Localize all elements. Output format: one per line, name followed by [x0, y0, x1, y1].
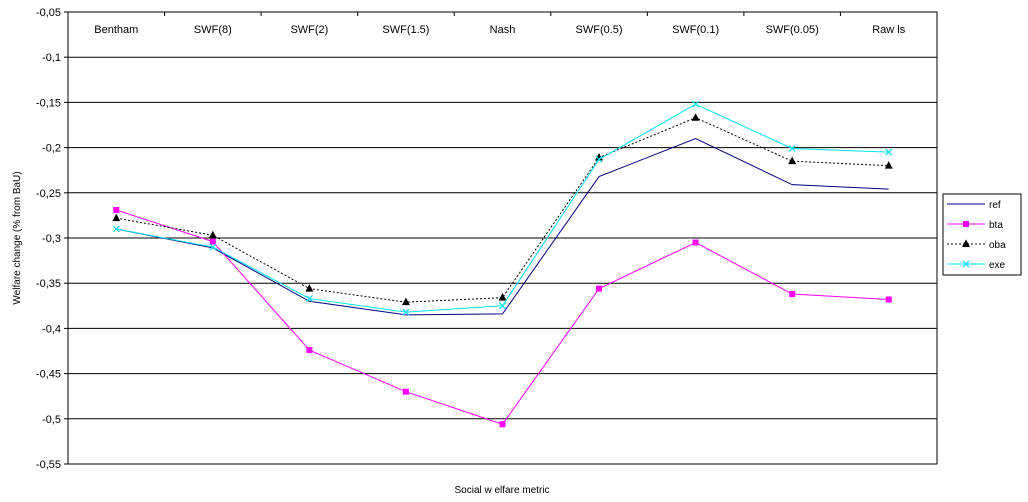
- legend-marker: [963, 221, 969, 227]
- y-tick-label: -0,5: [42, 414, 61, 426]
- data-point-exe: [692, 100, 700, 108]
- data-point-bta: [789, 291, 796, 298]
- data-point-bta: [692, 239, 699, 246]
- data-point-oba: [691, 113, 700, 121]
- y-tick-label: -0,35: [36, 278, 61, 290]
- legend-label: oba: [989, 240, 1006, 251]
- data-point-exe: [885, 148, 893, 156]
- category-label: SWF(0.1): [672, 24, 719, 36]
- y-tick-label: -0,05: [36, 7, 61, 19]
- category-label: Bentham: [94, 24, 138, 36]
- data-point-bta: [209, 238, 216, 245]
- y-tick-label: -0,2: [42, 143, 61, 155]
- data-point-bta: [402, 388, 409, 395]
- data-point-bta: [306, 347, 313, 354]
- legend-box: [942, 193, 1022, 276]
- data-point-exe: [788, 145, 796, 152]
- category-axis: Bentham SWF(8) SWF(2) SWF(1.5) Nash SWF(0.5) S…: [94, 12, 906, 36]
- legend-label: exe: [989, 260, 1006, 271]
- series-oba: [112, 113, 893, 306]
- series-ref: [116, 138, 889, 316]
- category-label: Nash: [490, 24, 516, 36]
- data-point-oba: [788, 156, 797, 165]
- data-point-bta: [885, 296, 892, 303]
- data-point-exe: [112, 225, 120, 233]
- category-label: SWF(8): [194, 24, 232, 36]
- category-label: SWF(0.05): [766, 24, 819, 36]
- data-point-oba: [208, 230, 217, 239]
- data-point-exe: [499, 302, 506, 310]
- series-exe: [112, 100, 893, 316]
- data-point-exe: [595, 155, 603, 163]
- y-tick-label: -0,1: [42, 52, 61, 64]
- data-point-oba: [401, 297, 410, 306]
- legend: ref bta oba exe: [942, 193, 1022, 276]
- data-point-bta: [596, 285, 603, 292]
- y-tick-label: -0,15: [36, 97, 61, 109]
- y-tick-label: -0,25: [36, 188, 61, 200]
- x-axis-title: Social w elfare metric: [454, 485, 549, 496]
- legend-item-bta: bta: [947, 220, 1003, 231]
- category-label: SWF(1.5): [382, 24, 429, 36]
- data-point-oba: [884, 161, 893, 169]
- legend-marker: [962, 239, 970, 247]
- legend-item-exe: exe: [947, 260, 1006, 271]
- data-point-bta: [499, 421, 506, 428]
- category-label: Raw ls: [872, 24, 906, 36]
- series-group: [112, 100, 893, 428]
- data-point-oba: [498, 293, 507, 301]
- data-point-bta: [113, 206, 120, 213]
- data-point-exe: [209, 243, 217, 251]
- category-label: SWF(2): [290, 24, 328, 36]
- y-tick-label: -0,3: [42, 233, 61, 245]
- y-tick-label: -0,55: [36, 459, 61, 471]
- series-bta: [113, 206, 892, 428]
- data-point-oba: [305, 284, 314, 292]
- legend-label: bta: [989, 220, 1003, 231]
- legend-label: ref: [989, 200, 1001, 211]
- data-point-exe: [305, 295, 313, 302]
- y-tick-label: -0,45: [36, 369, 61, 381]
- legend-marker: [962, 260, 970, 268]
- series-line-ref: [116, 138, 889, 316]
- data-point-oba: [112, 213, 121, 222]
- category-label: SWF(0.5): [576, 24, 623, 36]
- y-axis-title: Welfare change (% from BaU): [12, 171, 23, 304]
- legend-item-oba: oba: [947, 239, 1006, 251]
- legend-item-ref: ref: [947, 200, 1001, 211]
- y-tick-label: -0,4: [42, 323, 61, 335]
- y-axis: -0,05 -0,1 -0,15 -0,2 -0,25 -0,3 -0,35 -0,4 -0,4…: [36, 7, 68, 471]
- data-point-exe: [402, 308, 410, 316]
